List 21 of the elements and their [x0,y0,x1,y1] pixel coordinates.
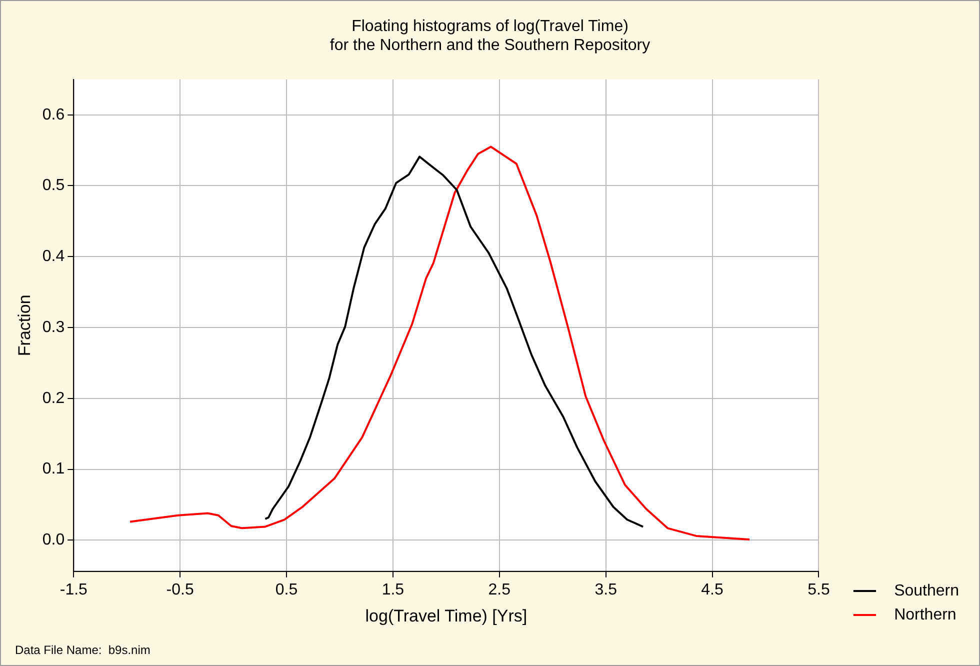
y-tick-label: 0.0 [42,532,65,549]
x-tick-label: 0.5 [275,581,298,598]
y-tick-label: 0.4 [42,248,65,266]
legend-label: Northern [880,606,956,624]
x-tick-label: 4.5 [701,581,724,598]
text: Data File Name: b9s.nim [15,643,150,657]
y-tick-label: 0.6 [42,106,65,124]
y-tick-label: 0.3 [42,318,65,336]
x-axis-title: log(Travel Time) [Yrs] [365,606,528,626]
x-tick-label: 1.5 [382,581,404,598]
y-tick-label: 0.5 [42,177,65,194]
x-tick-label: -1.5 [60,581,88,598]
x-tick-label: 3.5 [594,581,618,598]
legend-label: Southern [880,582,960,600]
y-tick-label: 0.2 [42,390,65,407]
chart-title: Floating histograms of log(Travel Time) for the Northern and the Southern Repository [330,18,650,54]
x-tick-label: -0.5 [166,581,194,598]
y-axis-title: Fraction [14,294,34,356]
x-tick-label: 2.5 [488,581,511,598]
x-tick-label: 5.5 [808,581,830,598]
y-tick-label: 0.1 [42,460,65,478]
